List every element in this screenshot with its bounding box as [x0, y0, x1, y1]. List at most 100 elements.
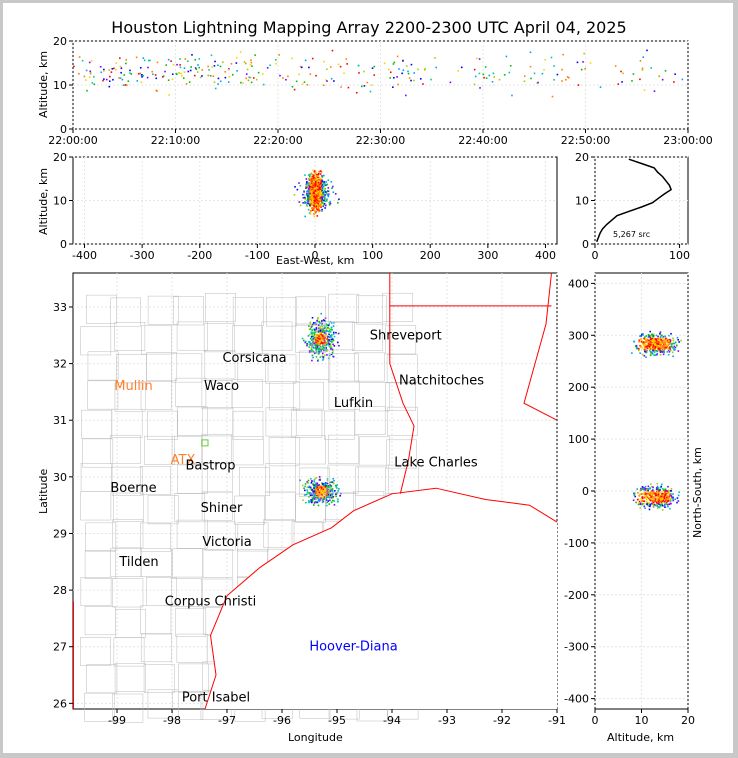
ns-source-point: [647, 491, 650, 493]
ns-source-point: [660, 497, 663, 500]
ew-source-point: [315, 205, 318, 208]
map-source-point: [314, 485, 316, 488]
map-source-point: [314, 496, 317, 499]
ns-source-point: [669, 339, 671, 342]
time-source-point: [541, 72, 544, 75]
ew-source-point: [305, 187, 307, 189]
time-source-point: [89, 70, 92, 73]
time-source-point: [556, 73, 559, 76]
time-source-point: [108, 69, 111, 71]
ns-source-point: [649, 503, 652, 506]
map-source-point: [322, 344, 324, 347]
map-source-point: [327, 324, 330, 327]
map-source-point: [316, 497, 319, 499]
time-source-point: [402, 69, 405, 72]
time-source-point: [530, 77, 532, 80]
county-outline: [85, 522, 117, 552]
ns-source-point: [654, 494, 657, 497]
county-outline: [147, 495, 179, 525]
map-source-point: [312, 489, 315, 492]
county-outline: [239, 467, 270, 497]
ew-source-point: [311, 181, 314, 184]
city-label-lufkin: Lufkin: [334, 396, 373, 411]
ew-source-point: [311, 178, 313, 181]
map-panel-xtick-label: -92: [493, 714, 511, 727]
county-outline: [115, 608, 146, 638]
map-source-point: [311, 359, 313, 362]
ew-source-point: [309, 195, 312, 198]
ns-source-point: [663, 344, 665, 347]
ew-source-point: [322, 204, 325, 207]
map-panel-ytick-label: 31: [53, 414, 67, 427]
ew-source-point: [316, 182, 319, 185]
ew-source-point: [323, 195, 326, 198]
time-source-point: [473, 83, 476, 86]
ns-source-point: [662, 494, 664, 497]
time-source-point: [244, 62, 247, 65]
map-source-point: [318, 333, 321, 336]
map-source-point: [324, 491, 327, 493]
map-source-point: [328, 333, 330, 336]
ns-source-point: [668, 492, 671, 494]
ns-source-point: [648, 508, 651, 511]
county-outline: [231, 379, 263, 408]
ew-source-point: [307, 200, 309, 203]
ns-source-point: [642, 502, 645, 505]
la-ms-border: [523, 272, 558, 421]
ew-source-point: [321, 175, 323, 177]
ew-source-point: [313, 188, 315, 191]
county-outline: [266, 297, 297, 327]
map-source-point: [326, 496, 329, 498]
county-outline: [327, 434, 359, 464]
map-source-point: [334, 490, 336, 492]
ns-panel-xtick-label: 10: [635, 714, 649, 727]
time-source-point: [533, 72, 536, 75]
ew-source-point: [312, 183, 315, 186]
ns-source-point: [652, 493, 654, 496]
time-source-point: [161, 76, 164, 78]
map-source-point: [322, 496, 324, 499]
time-source-point: [543, 69, 545, 71]
time-source-point: [251, 65, 253, 68]
time-source-point: [115, 68, 117, 71]
map-source-point: [309, 492, 312, 494]
map-source-point: [306, 481, 309, 483]
county-outline: [323, 321, 355, 351]
map-source-point: [326, 493, 328, 496]
ns-source-point: [664, 506, 666, 508]
time-source-point: [293, 88, 296, 91]
ew-source-point: [323, 189, 326, 192]
map-source-point: [319, 326, 322, 328]
ns-source-point: [661, 494, 663, 497]
map-source-point: [335, 331, 337, 334]
time-source-point: [304, 59, 307, 62]
county-outline: [201, 434, 232, 464]
ns-source-point: [669, 500, 672, 502]
map-panel-xtick-label: -97: [218, 714, 236, 727]
time-source-point: [561, 80, 563, 82]
ns-source-point: [663, 339, 666, 341]
ew-source-point: [307, 184, 310, 186]
time-source-point: [457, 69, 459, 72]
map-source-point: [314, 321, 317, 324]
time-source-point: [658, 75, 661, 77]
time-source-point: [195, 68, 198, 71]
ew-source-point: [326, 198, 328, 201]
time-source-point: [207, 74, 210, 77]
ew-source-point: [305, 178, 308, 180]
ns-source-point: [660, 345, 663, 347]
ew-panel-xtick-label: -200: [187, 249, 212, 262]
map-source-point: [328, 343, 331, 346]
ns-source-point: [665, 489, 667, 492]
time-source-point: [168, 94, 170, 96]
time-source-point: [119, 77, 122, 79]
ew-source-point: [315, 171, 317, 174]
ns-source-point: [644, 494, 647, 496]
ew-source-point: [328, 204, 331, 206]
map-source-point: [322, 348, 325, 350]
ew-source-point: [311, 195, 314, 198]
ew-source-point: [321, 201, 323, 203]
ew-source-point: [312, 197, 314, 200]
time-source-point: [287, 75, 289, 78]
ns-source-point: [661, 504, 664, 507]
